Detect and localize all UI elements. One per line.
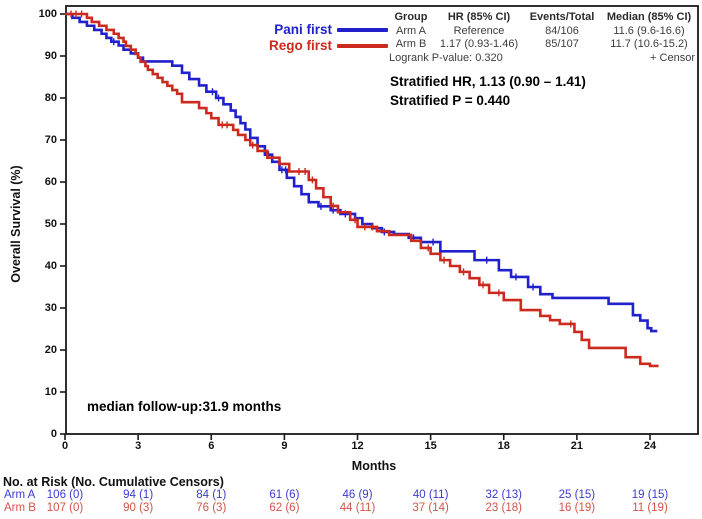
y-tick-label: 10 <box>44 386 57 398</box>
stats-header-median: Median (85% CI) <box>606 11 692 23</box>
risk-value: 107 (0) <box>46 502 84 514</box>
stratified-hr-text: Stratified HR, 1.13 (0.90 – 1.41) <box>390 74 586 89</box>
y-tick-label: 30 <box>44 302 57 314</box>
stats-header-group: Group <box>394 11 428 23</box>
y-tick-label: 0 <box>50 428 57 440</box>
risk-value: 46 (9) <box>342 489 373 501</box>
y-tick-label: 50 <box>44 218 57 230</box>
y-tick-label: 90 <box>44 50 57 62</box>
stats-arm-a-events: 84/106 <box>545 24 579 37</box>
km-curve-arm-b <box>65 12 659 368</box>
stats-arm-a-median: 11.6 (9.6-16.6) <box>613 24 685 37</box>
risk-value: 106 (0) <box>46 489 84 501</box>
risk-value: 84 (1) <box>196 489 227 501</box>
stats-header-events: Events/Total <box>529 11 595 23</box>
risk-value: 44 (11) <box>339 502 376 514</box>
stats-header-hr: HR (85% CI) <box>447 11 511 23</box>
median-followup-text: median follow-up:31.9 months <box>87 399 282 414</box>
stats-table: Group HR (85% CI) Events/Total Median (8… <box>389 11 699 65</box>
risk-value: 61 (6) <box>269 489 300 501</box>
risk-value: 19 (15) <box>631 489 669 501</box>
x-tick-label: 21 <box>570 440 583 452</box>
y-tick-label: 40 <box>44 260 57 272</box>
x-axis-title: Months <box>351 459 397 473</box>
legend-label-arm-b: Rego first <box>268 38 332 53</box>
risk-row-label-arm-a: Arm A <box>4 489 36 501</box>
x-tick-label: 0 <box>61 440 69 452</box>
risk-table-title: No. at Risk (No. Cumulative Censors) <box>3 475 224 489</box>
x-tick-label: 3 <box>135 440 142 452</box>
y-tick-label: 70 <box>44 134 57 146</box>
risk-value: 25 (15) <box>558 489 596 501</box>
risk-value: 76 (3) <box>196 502 227 514</box>
risk-value: 37 (14) <box>412 502 449 514</box>
stats-arm-a-group: Arm A <box>396 24 426 37</box>
stats-arm-b-group: Arm B <box>395 38 427 50</box>
risk-value: 40 (11) <box>412 489 449 501</box>
risk-value: 90 (3) <box>123 502 154 514</box>
x-tick-label: 15 <box>424 440 437 452</box>
legend-line-arm-a <box>337 28 388 32</box>
x-tick-label: 9 <box>281 440 288 452</box>
risk-value: 62 (6) <box>269 502 300 514</box>
y-axis-title: Overall Survival (%) <box>9 165 23 283</box>
x-tick-label: 12 <box>351 440 364 452</box>
risk-value: 94 (1) <box>123 489 154 501</box>
km-curve-arm-a <box>65 12 658 333</box>
x-tick-label: 18 <box>497 440 510 452</box>
y-tick-label: 20 <box>44 344 57 356</box>
stats-arm-b-events: 85/107 <box>545 38 579 50</box>
legend-line-arm-b <box>337 44 388 48</box>
risk-row-label-arm-b: Arm B <box>4 502 36 514</box>
y-tick-label: 100 <box>38 8 57 20</box>
risk-value: 16 (19) <box>558 502 596 514</box>
risk-value: 23 (18) <box>485 502 522 514</box>
y-tick-label: 60 <box>44 176 57 188</box>
x-tick-label: 6 <box>208 440 215 452</box>
y-tick-label: 80 <box>44 92 57 104</box>
risk-value: 11 (19) <box>632 502 668 514</box>
legend-label-arm-a: Pani first <box>274 22 332 37</box>
plot-frame <box>65 5 699 435</box>
stats-arm-a-hr: Reference <box>453 24 505 37</box>
risk-value: 32 (13) <box>485 489 522 501</box>
censor-key-label: + Censor <box>650 51 695 64</box>
stats-arm-b-median: 11.7 (10.6-15.2) <box>610 38 688 50</box>
x-tick-label: 24 <box>643 440 657 452</box>
stats-arm-b-hr: 1.17 (0.93-1.46) <box>439 38 519 50</box>
logrank-pvalue: Logrank P-value: 0.320 <box>389 51 503 64</box>
stats-footer: Logrank P-value: 0.320 + Censor <box>389 52 699 66</box>
stratified-p-text: Stratified P = 0.440 <box>390 93 511 108</box>
